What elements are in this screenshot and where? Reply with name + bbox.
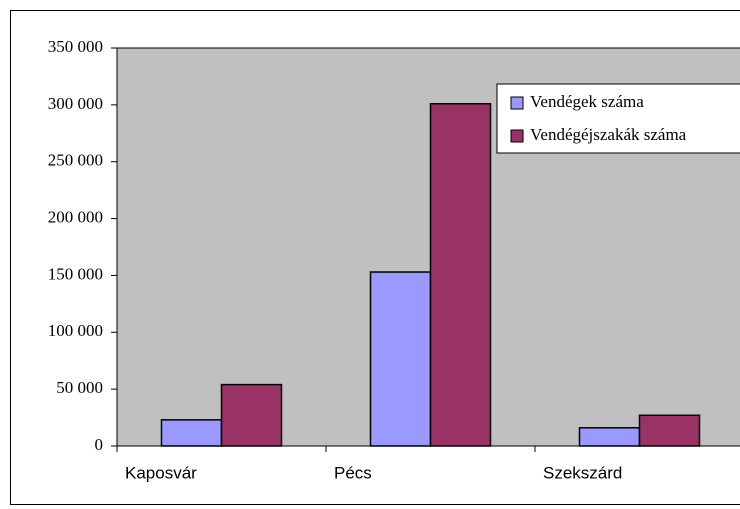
y-tick-label: 250 000	[48, 151, 103, 170]
y-tick-label: 300 000	[48, 94, 103, 113]
legend-swatch	[510, 96, 524, 110]
bar	[638, 414, 701, 447]
bar	[578, 427, 641, 447]
bar	[429, 102, 492, 447]
bar	[369, 271, 432, 447]
y-tick-label: 200 000	[48, 207, 103, 226]
legend-label: Vendégek száma	[530, 92, 644, 111]
y-tick-label: 150 000	[48, 264, 103, 283]
legend-box	[496, 83, 740, 154]
bar	[220, 383, 283, 447]
y-tick-label: 0	[95, 435, 104, 454]
y-tick-label: 50 000	[56, 378, 103, 397]
x-tick-label: Szekszárd	[543, 463, 622, 482]
legend-swatch	[510, 129, 524, 143]
y-tick-label: 350 000	[48, 37, 103, 56]
y-tick-label: 100 000	[48, 321, 103, 340]
legend-label: Vendégéjszakák száma	[530, 125, 687, 144]
x-tick-label: Pécs	[334, 463, 372, 482]
bar	[160, 419, 223, 447]
x-tick-label: Kaposvár	[125, 463, 197, 482]
